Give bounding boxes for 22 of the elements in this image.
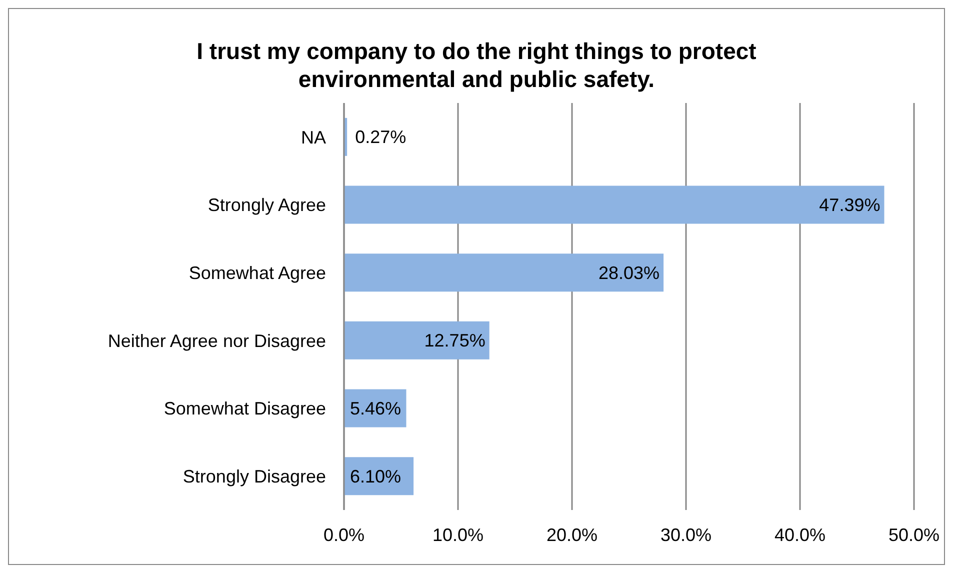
bar [344,321,490,360]
bar [344,254,664,292]
x-tick-label: 40.0% [774,524,826,545]
x-tick-label: 20.0% [546,524,598,545]
y-tick-label: Strongly Disagree [182,466,326,486]
data-label: 28.03% [598,262,660,283]
data-label: 6.10% [350,466,402,486]
y-tick-label: Strongly Agree [208,195,326,216]
bar [344,186,884,224]
data-label: 47.39% [819,195,880,216]
x-tick-label: 30.0% [660,524,712,545]
y-tick-label: NA [300,127,326,148]
x-tick-label: 10.0% [432,524,484,545]
y-tick-label: Neither Agree nor Disagree [108,330,326,351]
x-tick-label: 0.0% [323,524,365,545]
data-label: 12.75% [424,330,486,351]
data-label: 5.46% [350,398,402,419]
x-tick-label: 50.0% [888,524,940,545]
chart-title: I trust my company to do the right things to protect environmental and public safety. [196,37,758,93]
y-tick-label: Somewhat Disagree [164,398,326,419]
y-tick-label: Somewhat Agree [188,262,326,283]
data-label: 0.27% [355,127,406,148]
